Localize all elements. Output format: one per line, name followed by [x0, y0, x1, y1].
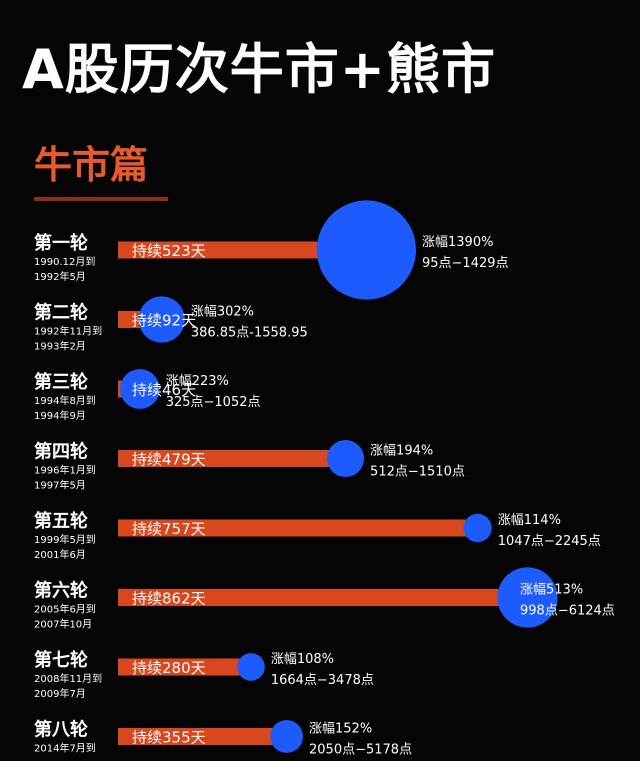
duration-label: 持续523天 — [132, 242, 206, 260]
points-label: 998点−6124点 — [520, 604, 615, 619]
round-name: 第一轮 — [34, 232, 88, 254]
round-period: 1993年2月 — [34, 340, 86, 353]
round-period: 1996年1月到 — [34, 464, 96, 477]
duration-bar — [118, 589, 528, 606]
duration-bar — [118, 658, 251, 676]
round-name: 第六轮 — [34, 580, 88, 602]
gain-bubble — [119, 369, 160, 409]
duration-label: 持续46天 — [132, 381, 196, 399]
points-label: 95点−1429点 — [422, 256, 509, 271]
gain-label: 涨幅194% — [370, 444, 433, 459]
round-period: 1992年5月 — [34, 270, 86, 283]
points-label: 325点−1052点 — [166, 395, 261, 410]
gain-bubble — [463, 513, 492, 543]
section-underline — [34, 197, 168, 201]
round-period: 2005年6月到 — [34, 603, 96, 616]
duration-bar — [118, 450, 346, 467]
round-period: 1999年5月到 — [34, 533, 96, 546]
points-label: 1664点−3478点 — [271, 673, 374, 688]
points-label: 386.85点-1558.95 — [191, 326, 308, 341]
duration-label: 持续355天 — [132, 729, 206, 747]
round-name: 第三轮 — [34, 371, 88, 393]
duration-bar — [118, 519, 478, 537]
round-period: 1992年11月到 — [34, 325, 102, 338]
gain-label: 涨幅152% — [309, 722, 372, 737]
duration-label: 持续92天 — [132, 312, 196, 330]
gain-bubble — [138, 296, 185, 343]
gain-bubble — [270, 720, 304, 753]
duration-label: 持续757天 — [132, 520, 206, 538]
round-period: 1997年5月 — [34, 479, 86, 492]
gain-label: 涨幅108% — [271, 652, 334, 667]
round-name: 第二轮 — [34, 302, 88, 324]
round-period: 1994年9月 — [34, 409, 86, 422]
gain-bubble — [497, 567, 558, 628]
page-title: A股历次牛市+熊市 — [22, 38, 497, 101]
section-title: 牛市篇 — [34, 143, 149, 187]
round-period: 1994年8月到 — [34, 394, 96, 407]
round-name: 第八轮 — [34, 719, 88, 741]
round-period: 2009年7月 — [34, 687, 86, 700]
round-period: 2001年6月 — [34, 548, 86, 561]
duration-bar — [118, 241, 367, 259]
gain-label: 涨幅1390% — [422, 235, 493, 250]
round-name: 第五轮 — [34, 510, 88, 532]
gain-bubble — [237, 653, 265, 681]
duration-label: 持续280天 — [132, 659, 206, 677]
round-name: 第四轮 — [34, 441, 88, 463]
gain-label: 涨幅302% — [191, 305, 254, 320]
round-period: 1990.12月到 — [34, 256, 95, 268]
round-period: 2007年10月 — [34, 618, 92, 631]
round-period: 2008年11月到 — [34, 672, 102, 685]
points-label: 2050点−5178点 — [309, 743, 412, 758]
duration-label: 持续862天 — [132, 590, 206, 608]
points-label: 512点−1510点 — [370, 465, 465, 480]
duration-label: 持续479天 — [132, 451, 206, 469]
gain-bubble — [316, 200, 417, 300]
points-label: 1047点−2245点 — [498, 534, 601, 549]
gain-label: 涨幅114% — [498, 513, 561, 528]
gain-bubble — [327, 439, 365, 478]
gain-label: 涨幅223% — [166, 374, 229, 389]
round-period: 2014年7月到 — [34, 742, 96, 755]
duration-bar — [118, 728, 287, 745]
gain-label: 涨幅513% — [520, 583, 583, 598]
round-name: 第七轮 — [34, 649, 88, 671]
